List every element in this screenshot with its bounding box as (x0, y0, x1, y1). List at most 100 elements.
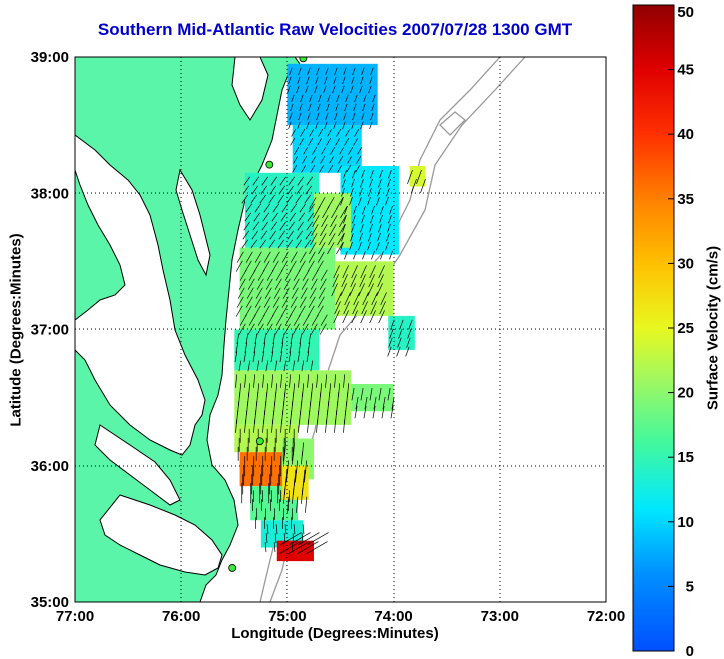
velocity-vector (336, 94, 340, 103)
velocity-vector (376, 196, 380, 206)
velocity-vector (289, 112, 293, 121)
velocity-vector (338, 224, 346, 237)
radar-station-0 (299, 57, 308, 63)
velocity-vector (301, 323, 309, 335)
velocity-vector (307, 305, 315, 317)
velocity-vector (255, 287, 263, 299)
velocity-vector (236, 251, 244, 263)
velocity-vector (299, 333, 303, 345)
velocity-vector (245, 333, 249, 345)
velocity-vector (280, 419, 283, 433)
velocity-vector (310, 323, 318, 335)
velocity-vector (297, 121, 301, 130)
velocity-vector (254, 333, 258, 345)
velocity-vector (235, 374, 238, 388)
velocity-vector (283, 451, 285, 465)
velocity-vector (316, 67, 320, 76)
velocity-vector (290, 333, 294, 345)
velocity-vector (308, 251, 316, 263)
y-tick-label: 39:00 (31, 49, 69, 66)
velocity-vector (317, 103, 321, 112)
velocity-vector (368, 274, 375, 288)
velocity-vector (372, 405, 376, 419)
velocity-vector (307, 212, 315, 222)
velocity-vector (389, 205, 393, 215)
velocity-vector (369, 76, 373, 85)
velocity-vector (254, 251, 262, 263)
velocity-vector (283, 487, 286, 504)
velocity-region-17 (388, 315, 415, 350)
velocity-vector (287, 85, 291, 94)
velocity-vector (324, 121, 328, 130)
velocity-vector (333, 265, 340, 279)
velocity-vector (389, 250, 393, 260)
velocity-vector (378, 223, 382, 233)
velocity-vector (339, 215, 347, 228)
velocity-vector (331, 283, 338, 297)
velocity-vector (302, 155, 308, 164)
velocity-vector (308, 203, 316, 213)
velocity-vector (243, 176, 251, 186)
velocity-vector (326, 103, 330, 112)
velocity-vector (245, 251, 253, 263)
velocity-vector (263, 296, 271, 308)
velocity-vector (350, 274, 357, 288)
velocity-vector (325, 112, 329, 121)
velocity-vector (292, 451, 294, 465)
velocity-vector (305, 230, 313, 240)
velocity-vector (360, 178, 364, 188)
chart-title: Southern Mid-Atlantic Raw Velocities 200… (97, 20, 573, 39)
velocity-vector (307, 342, 311, 354)
velocity-vector (321, 215, 329, 228)
velocity-vector (399, 319, 404, 330)
velocity-vector (271, 374, 274, 388)
velocity-vector (371, 205, 375, 215)
velocity-vector (289, 532, 311, 545)
colorbar-tick-label: 0 (686, 643, 694, 659)
velocity-vector (300, 128, 306, 137)
velocity-vector (298, 112, 302, 121)
colorbar-label: Surface Velocity (cm/s) (704, 245, 722, 411)
velocity-region-11 (239, 452, 288, 487)
velocity-vector (362, 250, 366, 260)
velocity-vector (328, 164, 334, 173)
colorbar-tick-label: 25 (677, 320, 694, 337)
velocity-vector (288, 351, 292, 363)
velocity-vector (284, 524, 287, 535)
velocity-vector (291, 94, 295, 103)
velocity-vector (238, 360, 242, 372)
y-tick-label: 35:00 (31, 594, 69, 611)
velocity-vector (332, 274, 339, 288)
velocity-vector (304, 194, 312, 204)
velocity-vector (371, 292, 378, 306)
velocity-vector (357, 146, 363, 155)
velocity-vector (306, 541, 328, 554)
velocity-vector (269, 185, 277, 195)
velocity-vector (344, 250, 348, 260)
velocity-vector (376, 283, 383, 297)
velocity-vector (330, 215, 338, 228)
colorbar-ticks: 0 5 10 15 20 25 30 35 40 45 50 (668, 4, 694, 659)
velocity-vector (244, 260, 252, 272)
velocity-vector (300, 542, 303, 553)
velocity-vector (272, 203, 280, 213)
velocity-vector (316, 305, 324, 317)
velocity-vector (273, 542, 276, 553)
velocity-vector (280, 342, 284, 354)
velocity-vector (333, 121, 337, 130)
velocity-vector (330, 146, 336, 155)
velocity-vector (253, 305, 261, 317)
velocity-vector (298, 532, 320, 545)
velocity-vector (262, 260, 270, 272)
velocity-vector (364, 396, 368, 410)
velocity-vector (341, 274, 348, 288)
velocity-vector (362, 205, 366, 215)
velocity-vector (264, 542, 267, 553)
velocity-vector (282, 542, 285, 553)
velocity-vector (351, 178, 355, 188)
velocity-vector (266, 524, 269, 535)
velocity-vector (351, 387, 355, 401)
velocity-vector (302, 524, 305, 535)
velocity-vector (235, 342, 239, 354)
velocity-vector (277, 239, 285, 249)
